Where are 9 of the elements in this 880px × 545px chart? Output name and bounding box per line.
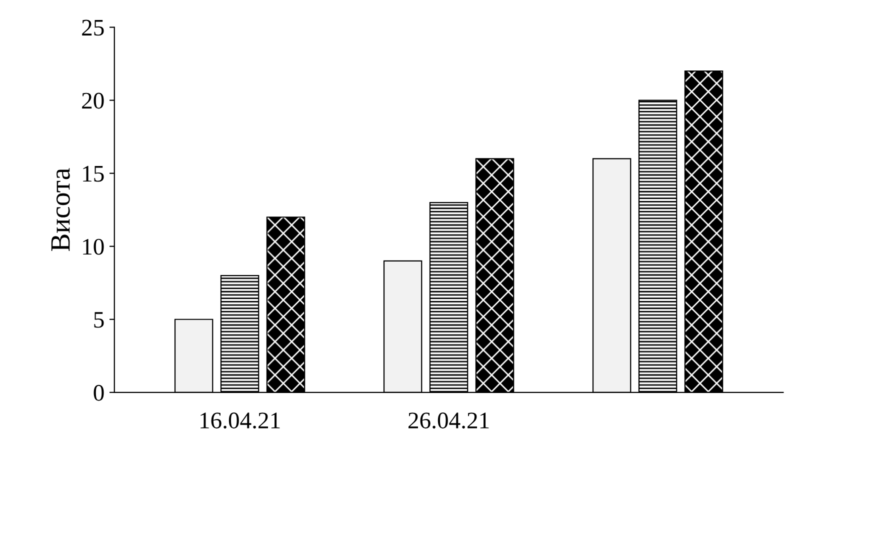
y-tick-label: 20 [82, 92, 104, 109]
y-tick-label: 5 [94, 312, 104, 328]
y-tick-label: 15 [83, 166, 104, 182]
x-tick-label: 16.04.21 [200, 412, 280, 429]
y-axis-title: Висота [51, 168, 70, 252]
y-tick-label: 10 [83, 238, 104, 255]
y-tick-label: 25 [82, 20, 104, 36]
x-tick-label: 26.04.21 [408, 412, 489, 429]
y-tick-label: 0 [94, 384, 104, 401]
